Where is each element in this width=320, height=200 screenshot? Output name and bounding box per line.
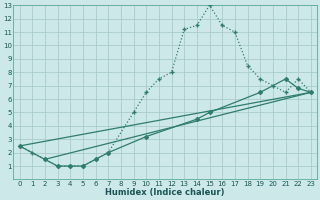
X-axis label: Humidex (Indice chaleur): Humidex (Indice chaleur) bbox=[106, 188, 225, 197]
